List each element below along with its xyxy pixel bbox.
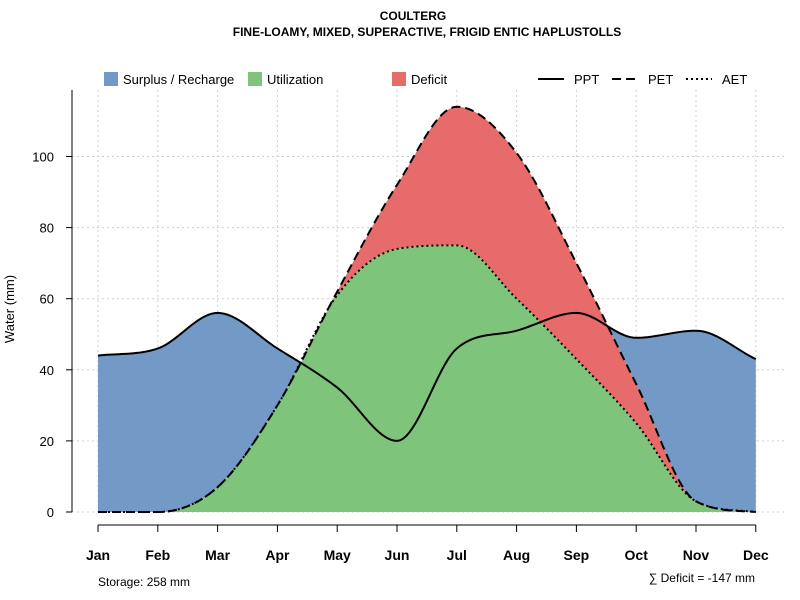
- legend-label: Utilization: [267, 72, 323, 87]
- y-tick-label: 0: [47, 505, 54, 520]
- chart-title: COULTERG: [380, 9, 446, 23]
- legend-label: Surplus / Recharge: [123, 72, 234, 87]
- series-line-pet: [98, 105, 756, 513]
- axes: 0 20 40 60 80 100 Jan Feb Mar Apr May Jun Jul Aug Sep O…: [32, 90, 769, 563]
- y-tick-label: 80: [40, 221, 54, 236]
- utilization-area: [98, 245, 756, 512]
- legend-swatch: [248, 72, 262, 86]
- y-axis-label: Water (mm): [2, 275, 17, 343]
- legend-label: PET: [648, 72, 673, 87]
- utilization-base-area: [98, 322, 756, 512]
- x-tick-label-nov: Nov: [683, 547, 710, 563]
- x-tick-label-oct: Oct: [625, 547, 649, 563]
- series-line-ppt: [97, 311, 757, 442]
- x-tick-label-aug: Aug: [503, 547, 530, 563]
- x-tick-label-sep: Sep: [564, 547, 590, 563]
- y-tick-label: 20: [40, 434, 54, 449]
- chart-subtitle: FINE-LOAMY, MIXED, SUPERACTIVE, FRIGID E…: [233, 25, 621, 39]
- x-tick-label-apr: Apr: [265, 547, 290, 563]
- series-lines: [97, 105, 757, 513]
- x-tick-label-may: May: [324, 547, 351, 563]
- y-tick-label: 60: [40, 292, 54, 307]
- x-tick-label-jul: Jul: [447, 547, 467, 563]
- series-line-aet: [98, 244, 756, 513]
- legend-swatch: [104, 72, 118, 86]
- x-tick-label-jun: Jun: [385, 547, 410, 563]
- legend: Surplus / Recharge Utilization Deficit PPT P…: [104, 72, 747, 87]
- storage-annotation: Storage: 258 mm: [98, 575, 190, 589]
- x-tick-label-dec: Dec: [743, 547, 769, 563]
- legend-label: AET: [722, 72, 747, 87]
- legend-label: Deficit: [411, 72, 448, 87]
- legend-label: PPT: [574, 72, 599, 87]
- surplus-recharge-area: [98, 106, 756, 512]
- legend-swatch: [392, 72, 406, 86]
- deficit-annotation: ∑ Deficit = -147 mm: [649, 571, 755, 585]
- y-tick-label: 40: [40, 363, 54, 378]
- x-tick-label-jan: Jan: [86, 547, 110, 563]
- x-tick-label-feb: Feb: [145, 547, 170, 563]
- x-tick-label-mar: Mar: [205, 547, 230, 563]
- y-tick-label: 100: [32, 150, 54, 165]
- deficit-area: [98, 106, 756, 512]
- area-fills: [98, 106, 756, 512]
